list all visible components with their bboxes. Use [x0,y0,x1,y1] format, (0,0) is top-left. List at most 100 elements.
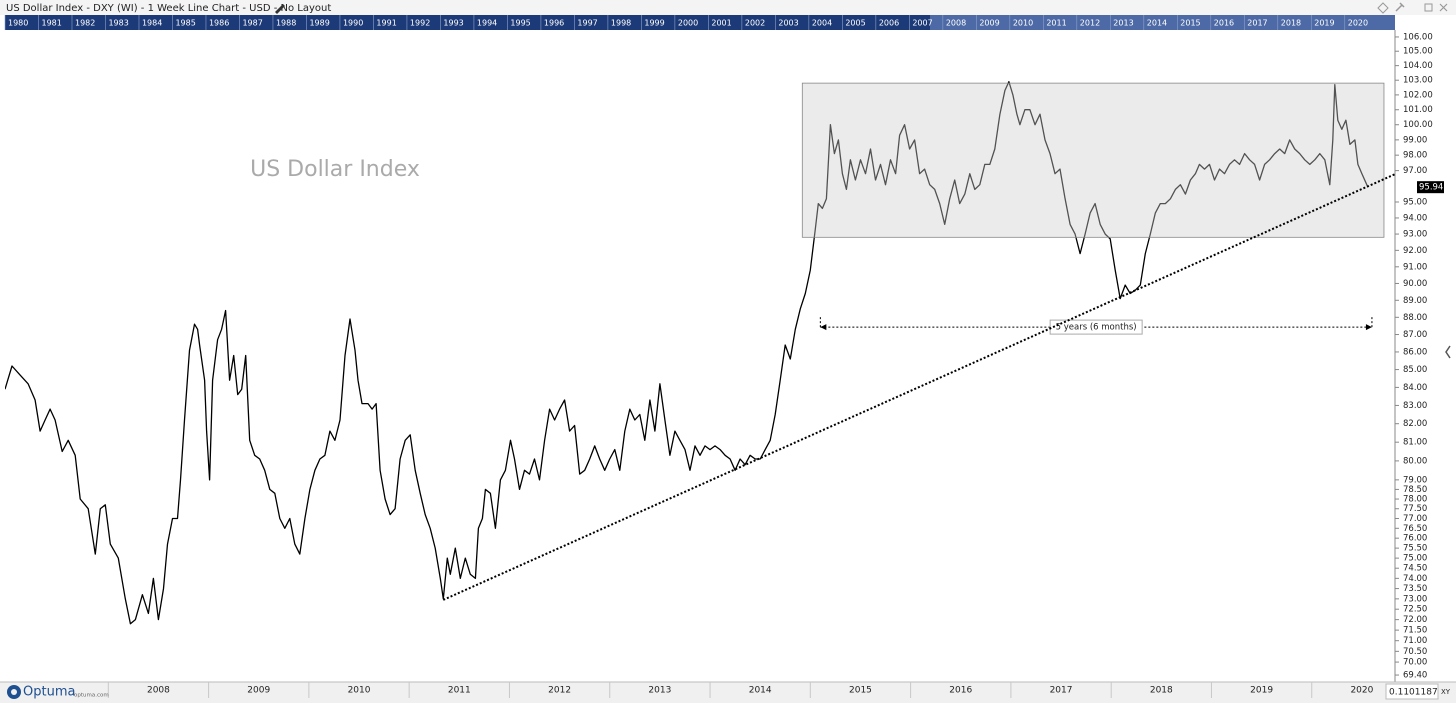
overview-year: 1988 [276,19,296,28]
overview-year: 2016 [1214,19,1234,28]
overview-year: 2019 [1314,19,1334,28]
overview-year: 1983 [108,19,128,28]
y-tick-label: 80.00 [1403,456,1427,466]
y-tick-label: 89.00 [1403,296,1427,306]
x-tick-label: 2010 [348,686,371,696]
y-tick-label: 88.00 [1403,313,1427,323]
price-line [5,81,1369,625]
link-icon[interactable] [1377,2,1389,14]
overview-year: 1980 [8,19,28,28]
y-tick-label: 71.50 [1403,626,1427,636]
y-tick-label: 77.00 [1403,514,1427,524]
overview-window [930,15,1395,30]
y-axis: 106.00 105.00 104.00 103.00 102.00 101.00 100.… [1395,32,1444,681]
y-tick-label: 106.00 [1403,32,1433,42]
overview-year: 2011 [1046,19,1066,28]
y-tick-label: 98.00 [1403,151,1427,161]
close-icon[interactable] [1439,3,1448,12]
overview-year: 2015 [1180,19,1200,28]
y-tick-label: 94.00 [1403,213,1427,223]
y-tick-label: 79.00 [1403,475,1427,485]
y-tick-label: 75.50 [1403,544,1427,554]
y-tick-label: 85.00 [1403,365,1427,375]
overview-year: 2012 [1080,19,1100,28]
y-tick-label: 84.00 [1403,383,1427,393]
x-tick-label: 2014 [749,686,772,696]
y-tick-label: 76.00 [1403,534,1427,544]
plot: 5 years (6 months) [5,81,1385,625]
pin-icon[interactable] [1395,2,1405,12]
overview-year: 1991 [376,19,396,28]
x-axis: 2008 2009 2010 2011 2012 2013 2014 2015 2016 2017… [107,682,1374,698]
y-tick-label: 72.00 [1403,615,1427,625]
y-tick-label: 73.50 [1403,584,1427,594]
y-tick-label: 74.50 [1403,564,1427,574]
overview-strip[interactable]: 1980 1981 1982 1983 1984 1985 1986 1987 1988 1989… [4,15,1395,30]
overview-year: 2000 [678,19,698,28]
overview-year: 2010 [1013,19,1033,28]
y-tick-label: 103.00 [1403,76,1433,86]
overview-year: 1981 [41,19,61,28]
y-tick-label: 87.00 [1403,330,1427,340]
overview-year: 2009 [979,19,999,28]
logo-text: Optuma [23,685,75,700]
overview-year: 1987 [242,19,262,28]
y-tick-label: 73.00 [1403,594,1427,604]
y-tick-label: 102.00 [1403,90,1433,100]
side-panel-toggle[interactable] [1445,345,1451,359]
x-tick-label: 2015 [849,686,872,696]
measure-arrow-right [1365,324,1372,331]
y-tick-label: 97.00 [1403,166,1427,176]
overview-year: 2006 [879,19,899,28]
y-tick-label: 78.00 [1403,495,1427,505]
scale-mode[interactable]: XY [1441,688,1451,696]
overview-year: 1995 [510,19,530,28]
overview-year: 1984 [142,19,162,28]
y-tick-label: 92.00 [1403,246,1427,256]
y-tick-label: 69.40 [1403,671,1427,681]
overview-year: 1993 [443,19,463,28]
y-tick-label: 71.00 [1403,636,1427,646]
logo-site: optuma.com [74,693,109,699]
y-tick-label: 75.00 [1403,554,1427,564]
measure-label: 5 years (6 months) [1056,323,1137,333]
trendline [442,173,1396,601]
range-box [801,82,1385,238]
overview-year: 1985 [175,19,195,28]
x-tick-label: 2017 [1050,686,1073,696]
last-value-label: 95.94 [1419,183,1443,193]
overview-year: 2002 [745,19,765,28]
y-tick-label: 70.50 [1403,647,1427,657]
scale-value: 0.1101187 [1389,688,1438,698]
x-tick-label: 2012 [548,686,571,696]
measure-arrow-left [820,324,827,331]
overview-year: 2005 [845,19,865,28]
y-tick-label: 77.50 [1403,504,1427,514]
y-tick-label: 78.50 [1403,485,1427,495]
overview-year: 1998 [611,19,631,28]
y-tick-label: 99.00 [1403,135,1427,145]
logo-mark-inner [11,689,17,695]
overview-year: 2001 [711,19,731,28]
scale-box[interactable] [1385,683,1439,700]
overview-year: 2017 [1247,19,1267,28]
y-tick-label: 81.00 [1403,438,1427,448]
y-tick-label: 83.00 [1403,401,1427,411]
y-tick-label: 76.50 [1403,524,1427,534]
y-tick-label: 105.00 [1403,47,1433,57]
overview-year: 2004 [812,19,832,28]
overview-year: 2013 [1113,19,1133,28]
y-tick-label: 100.00 [1403,120,1433,130]
edit-icon[interactable] [275,4,285,14]
y-tick-label: 74.00 [1403,574,1427,584]
y-tick-label: 70.00 [1403,658,1427,668]
bottom-bar [0,682,1456,703]
overview-year: 1997 [577,19,597,28]
restore-icon[interactable] [1424,3,1433,12]
overview-year: 1982 [75,19,95,28]
y-tick-label: 101.00 [1403,105,1433,115]
chart-title: US Dollar Index [250,157,420,182]
y-tick-label: 82.00 [1403,419,1427,429]
y-tick-label: 91.00 [1403,262,1427,272]
